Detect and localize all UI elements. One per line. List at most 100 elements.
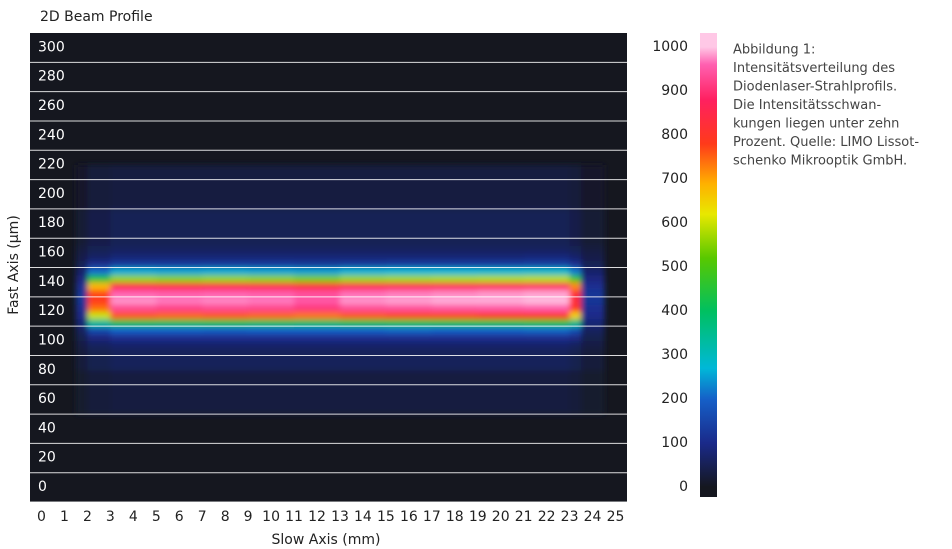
y-tick-label: 160 bbox=[38, 245, 65, 261]
heatmap-cell bbox=[386, 289, 432, 297]
heatmap-cell bbox=[156, 333, 202, 341]
heatmap-cell bbox=[386, 253, 432, 261]
heatmap-cell bbox=[156, 275, 202, 283]
heatmap-cell bbox=[87, 268, 110, 276]
heatmap-cell bbox=[570, 319, 582, 327]
colorbar-tick-label: 400 bbox=[661, 303, 688, 319]
heatmap-cell bbox=[340, 209, 386, 246]
heatmap-cell bbox=[294, 341, 340, 349]
heatmap-cell bbox=[87, 333, 110, 341]
heatmap-cell bbox=[202, 268, 248, 276]
x-tick-label: 6 bbox=[175, 509, 184, 525]
heatmap-cell bbox=[478, 333, 524, 341]
y-tick-label: 140 bbox=[38, 274, 65, 290]
heatmap-cell bbox=[156, 348, 202, 370]
caption-line: schenko Mikrooptik GmbH. bbox=[733, 154, 907, 169]
heatmap-cell bbox=[202, 333, 248, 341]
heatmap-cell bbox=[581, 326, 604, 334]
heatmap-cell bbox=[76, 209, 88, 246]
heatmap-cell bbox=[570, 246, 582, 254]
heatmap-cell bbox=[524, 333, 570, 341]
x-tick-label: 16 bbox=[400, 509, 418, 525]
y-tick-label: 40 bbox=[38, 420, 56, 436]
heatmap-cell bbox=[156, 341, 202, 349]
heatmap bbox=[76, 165, 605, 415]
y-tick-label: 180 bbox=[38, 215, 65, 231]
heatmap-cell bbox=[524, 319, 570, 327]
heatmap-cell bbox=[570, 282, 582, 290]
heatmap-cell bbox=[524, 260, 570, 268]
heatmap-cell bbox=[386, 209, 432, 246]
heatmap-cell bbox=[248, 246, 294, 254]
heatmap-cell bbox=[581, 289, 604, 297]
heatmap-cell bbox=[432, 165, 478, 209]
heatmap-cell bbox=[581, 319, 604, 327]
heatmap-cell bbox=[156, 326, 202, 334]
heatmap-cell bbox=[432, 209, 478, 246]
heatmap-cell bbox=[386, 165, 432, 209]
heatmap-cell bbox=[156, 282, 202, 290]
heatmap-cell bbox=[156, 370, 202, 414]
heatmap-cell bbox=[87, 341, 110, 349]
heatmap-cell bbox=[87, 253, 110, 261]
heatmap-cell bbox=[248, 268, 294, 276]
y-tick-label: 20 bbox=[38, 450, 56, 466]
heatmap-cell bbox=[432, 326, 478, 334]
heatmap-cell bbox=[432, 311, 478, 319]
y-tick-label: 280 bbox=[38, 69, 65, 85]
heatmap-cell bbox=[524, 253, 570, 261]
x-tick-label: 25 bbox=[607, 509, 625, 525]
heatmap-cell bbox=[156, 297, 202, 305]
colorbar-tick-label: 700 bbox=[661, 171, 688, 187]
heatmap-cell bbox=[524, 326, 570, 334]
heatmap-cell bbox=[156, 268, 202, 276]
y-tick-label: 220 bbox=[38, 157, 65, 173]
heatmap-cell bbox=[478, 304, 524, 312]
colorbar-tick-label: 300 bbox=[661, 347, 688, 363]
heatmap-cell bbox=[524, 165, 570, 209]
heatmap-cell bbox=[478, 275, 524, 283]
colorbar bbox=[700, 47, 717, 487]
heatmap-cell bbox=[432, 282, 478, 290]
heatmap-cell bbox=[248, 304, 294, 312]
heatmap-cell bbox=[478, 165, 524, 209]
colorbar-tick-label: 100 bbox=[661, 435, 688, 451]
heatmap-cell bbox=[87, 304, 110, 312]
heatmap-cell bbox=[248, 209, 294, 246]
heatmap-cell bbox=[248, 260, 294, 268]
heatmap-cell bbox=[340, 311, 386, 319]
heatmap-cell bbox=[202, 304, 248, 312]
heatmap-cell bbox=[524, 209, 570, 246]
heatmap-cell bbox=[248, 326, 294, 334]
heatmap-cell bbox=[340, 304, 386, 312]
heatmap-cell bbox=[110, 370, 156, 414]
x-tick-label: 10 bbox=[262, 509, 280, 525]
heatmap-cell bbox=[386, 275, 432, 283]
colorbar-top-cap bbox=[700, 33, 717, 48]
heatmap-cell bbox=[110, 341, 156, 349]
heatmap-cell bbox=[76, 275, 88, 283]
heatmap-cell bbox=[524, 304, 570, 312]
heatmap-cell bbox=[524, 268, 570, 276]
heatmap-cell bbox=[340, 341, 386, 349]
heatmap-cell bbox=[87, 282, 110, 290]
x-tick-label: 3 bbox=[106, 509, 115, 525]
heatmap-cell bbox=[110, 275, 156, 283]
heatmap-cell bbox=[386, 260, 432, 268]
heatmap-cell bbox=[110, 246, 156, 254]
heatmap-cell bbox=[76, 370, 88, 414]
heatmap-cell bbox=[570, 326, 582, 334]
heatmap-cell bbox=[110, 289, 156, 297]
heatmap-cell bbox=[581, 260, 604, 268]
heatmap-cell bbox=[570, 268, 582, 276]
heatmap-cell bbox=[294, 165, 340, 209]
heatmap-cell bbox=[76, 260, 88, 268]
y-tick-label: 300 bbox=[38, 39, 65, 55]
heatmap-cell bbox=[202, 282, 248, 290]
heatmap-cell bbox=[87, 165, 110, 209]
x-tick-label: 5 bbox=[152, 509, 161, 525]
heatmap-cell bbox=[76, 289, 88, 297]
heatmap-cell bbox=[248, 253, 294, 261]
heatmap-cell bbox=[294, 275, 340, 283]
heatmap-cell bbox=[76, 319, 88, 327]
